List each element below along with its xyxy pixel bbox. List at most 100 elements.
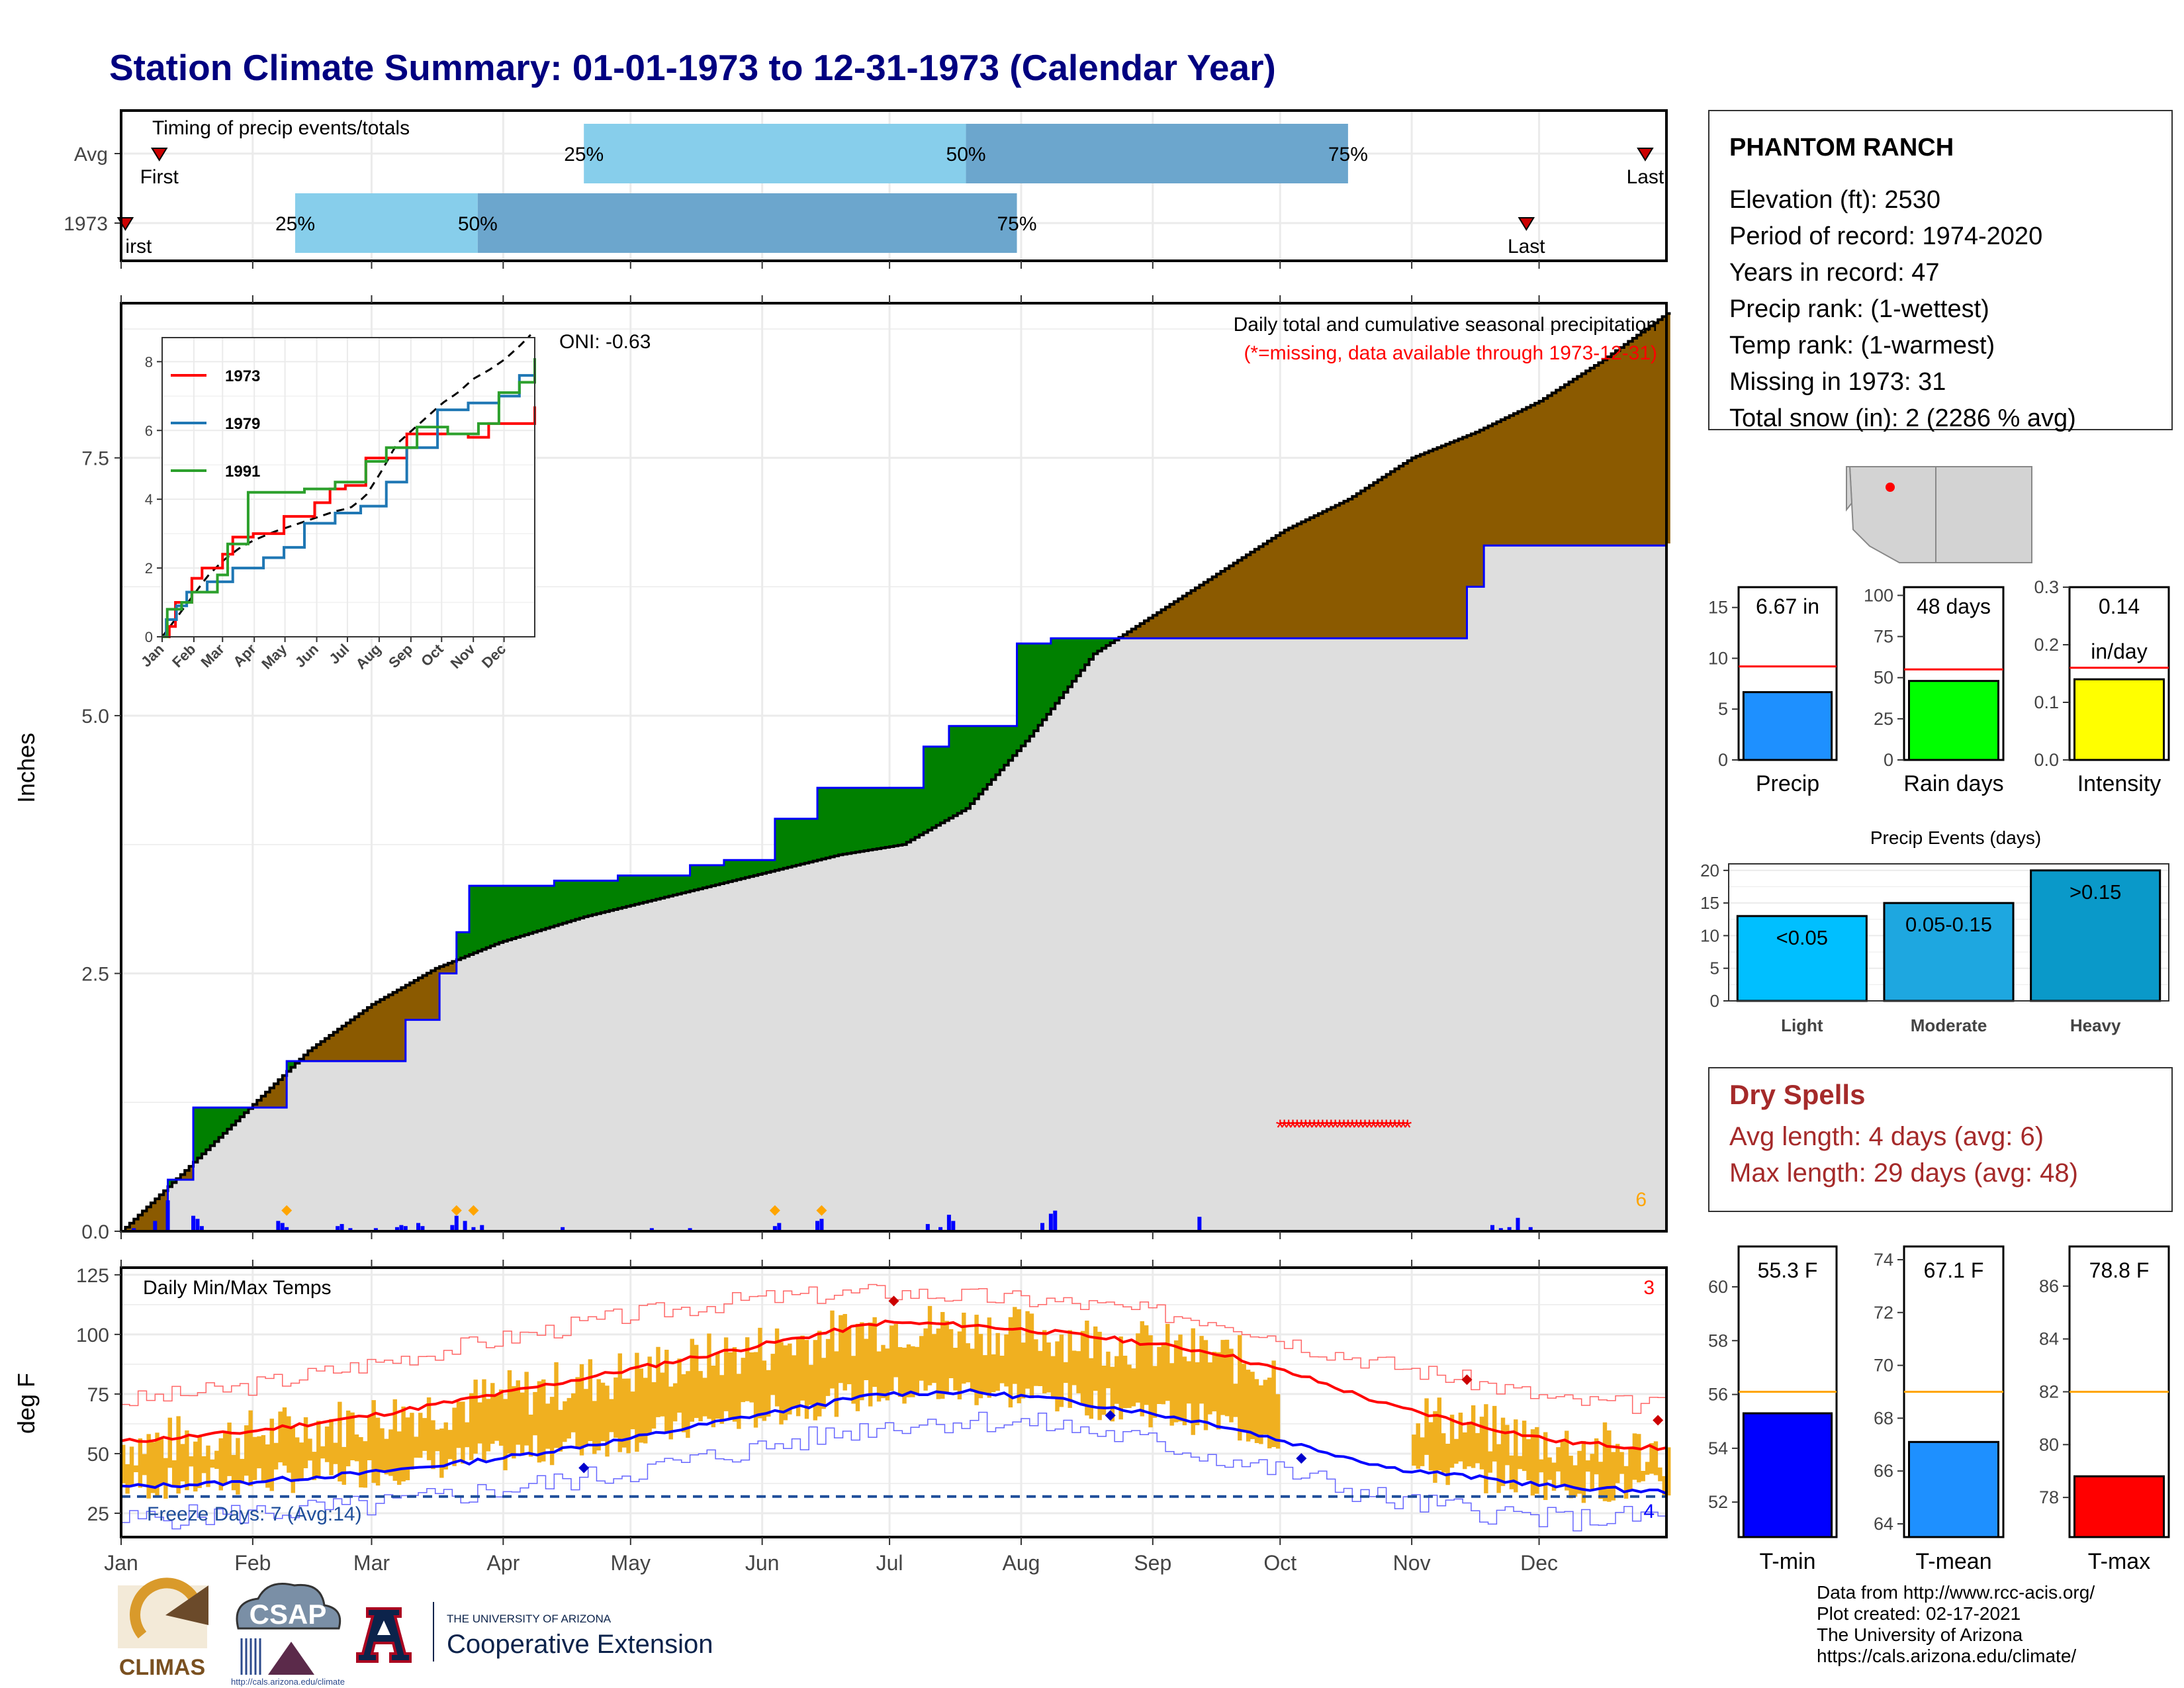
precip-y-tick-label: 5.0 xyxy=(81,706,109,727)
missing-data-star: * xyxy=(1297,1115,1306,1141)
summary-y-tick-label: 10 xyxy=(1708,648,1728,668)
csap-mountain xyxy=(268,1642,314,1675)
missing-data-star: * xyxy=(1289,1115,1297,1141)
missing-data-star: * xyxy=(1373,1115,1382,1141)
temp-summary-y-tick-label: 80 xyxy=(2039,1434,2059,1454)
ua-line1: THE UNIVERSITY OF ARIZONA xyxy=(447,1613,612,1625)
daily-precip-bar xyxy=(199,1226,204,1231)
summary-bar-label: Intensity xyxy=(2077,771,2161,796)
inset-legend-label: 1991 xyxy=(225,463,260,481)
daily-precip-bar xyxy=(153,1221,158,1231)
missing-data-star: * xyxy=(1361,1115,1369,1141)
month-tick-label: Jul xyxy=(876,1551,903,1575)
daily-precip-bar xyxy=(1516,1217,1520,1231)
month-tick-label: Oct xyxy=(1263,1551,1297,1575)
precip-events-y-tick-label: 10 xyxy=(1700,925,1719,945)
precip-caption: Daily total and cumulative seasonal prec… xyxy=(1234,314,1657,336)
state-neighbor xyxy=(1846,466,1853,512)
month-tick-label: Sep xyxy=(1134,1551,1171,1575)
precip-event-category: Light xyxy=(1781,1015,1823,1035)
last-event-marker xyxy=(1637,148,1654,162)
summary-y-tick-label: 5 xyxy=(1718,699,1728,719)
precip-y-tick-label: 7.5 xyxy=(81,448,109,470)
daily-precip-bar xyxy=(1053,1210,1058,1231)
record-low-count: 4 xyxy=(1643,1501,1655,1523)
precip-events-y-tick-label: 5 xyxy=(1710,959,1719,978)
temp-summary-y-tick-label: 82 xyxy=(2039,1382,2059,1402)
inset-y-tick-label: 0 xyxy=(145,629,153,645)
temp-y-tick-label: 50 xyxy=(87,1444,109,1466)
missing-data-star: * xyxy=(1399,1115,1408,1141)
daily-precip-bar xyxy=(285,1227,289,1231)
missing-count: 6 xyxy=(1635,1189,1647,1211)
station-info-line: Precip rank: (1-wettest) xyxy=(1729,295,1989,323)
missing-data-star: * xyxy=(1348,1115,1357,1141)
missing-data-star: * xyxy=(1327,1115,1336,1141)
temp-summary-y-tick-label: 54 xyxy=(1708,1438,1728,1458)
above-average-area xyxy=(167,638,1119,1187)
record-low-marker xyxy=(578,1462,590,1474)
record-low-marker xyxy=(1296,1453,1307,1464)
daily-precip-bar xyxy=(394,1227,399,1231)
summary-value-label: 48 days xyxy=(1917,594,1991,618)
temp-summary-y-tick-label: 78 xyxy=(2039,1487,2059,1507)
daily-precip-bar xyxy=(815,1221,820,1231)
daily-precip-bar xyxy=(336,1226,340,1231)
daily-precip-bar xyxy=(561,1227,565,1231)
precip-event-category: Moderate xyxy=(1911,1015,1987,1035)
first-event-label: First xyxy=(140,166,179,188)
temp-summary-y-tick-label: 56 xyxy=(1708,1385,1728,1405)
inset-y-tick-label: 4 xyxy=(145,491,153,508)
cumulative-base-area xyxy=(121,543,1666,1232)
average-min-line xyxy=(120,1388,1667,1495)
station-info-line: Temp rank: (1-warmest) xyxy=(1729,332,1995,359)
missing-data-star: * xyxy=(1276,1115,1285,1141)
summary-y-tick-label: 0 xyxy=(1884,750,1893,770)
temp-summary-value: 67.1 F xyxy=(1924,1258,1984,1282)
daily-precip-bar xyxy=(1048,1213,1053,1231)
footer-line: Data from http://www.rcc-acis.org/ xyxy=(1817,1582,2095,1603)
missing-data-star: * xyxy=(1365,1115,1373,1141)
station-info-line: Elevation (ft): 2530 xyxy=(1729,186,1940,214)
timing-p75-label: 75% xyxy=(997,213,1037,235)
missing-data-star: * xyxy=(1390,1115,1399,1141)
missing-data-star: * xyxy=(1301,1115,1310,1141)
daily-precip-bar xyxy=(373,1228,378,1231)
temp-y-tick-label: 25 xyxy=(87,1503,109,1525)
summary-y-tick-label: 15 xyxy=(1708,598,1728,618)
timing-p50-label: 50% xyxy=(946,144,986,165)
temp-panel-bg xyxy=(121,1268,1666,1537)
below-average-area xyxy=(125,313,1670,1232)
summary-bar xyxy=(1742,691,1833,761)
missing-data-star: * xyxy=(1280,1115,1289,1141)
dry-spells-avg: Avg length: 4 days (avg: 6) xyxy=(1729,1122,2044,1151)
climas-logo-text: CLIMAS xyxy=(119,1655,205,1680)
missing-data-star: * xyxy=(1369,1115,1378,1141)
missing-data-star: * xyxy=(1378,1115,1387,1141)
daily-precip-bar xyxy=(191,1215,196,1231)
daily-precip-bar xyxy=(403,1226,408,1231)
station-info-line: Total snow (in): 2 (2286 % avg) xyxy=(1729,404,2076,432)
temp-summary-y-tick-label: 60 xyxy=(1708,1277,1728,1297)
inset-y-tick-label: 2 xyxy=(145,560,153,577)
summary-bar-label: Rain days xyxy=(1903,771,2003,796)
summary-value-unit: in/day xyxy=(2091,639,2147,663)
locator-map xyxy=(1846,463,2036,565)
daily-precip-bar xyxy=(471,1227,476,1231)
missing-data-star: * xyxy=(1335,1115,1343,1141)
precip-events-title: Precip Events (days) xyxy=(1870,827,2041,848)
temp-y-tick-label: 75 xyxy=(87,1384,109,1406)
temp-summary-bar xyxy=(1908,1440,1999,1538)
month-tick-label: Dec xyxy=(1520,1551,1558,1575)
temp-summary-value: 55.3 F xyxy=(1758,1258,1818,1282)
footer-notes: Data from http://www.rcc-acis.org/ Plot … xyxy=(1817,1582,2095,1667)
daily-precip-bar xyxy=(819,1219,824,1231)
daily-precip-bar xyxy=(420,1226,425,1231)
large-event-marker xyxy=(468,1205,479,1216)
daily-precip-bar xyxy=(946,1215,951,1231)
temp-summary-bar xyxy=(1742,1412,1833,1538)
inset-y-tick-label: 6 xyxy=(145,422,153,439)
temp-y-axis-title: deg F xyxy=(13,1373,40,1434)
footer-line: https://cals.arizona.edu/climate/ xyxy=(1817,1646,2077,1666)
timing-row-label: 1973 xyxy=(64,213,108,235)
